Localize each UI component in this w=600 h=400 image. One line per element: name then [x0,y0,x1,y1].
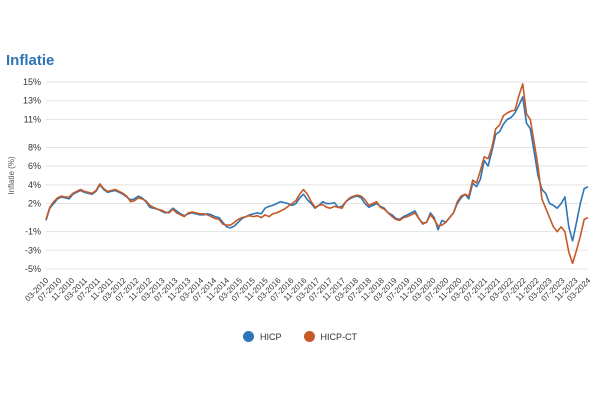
chart-legend: HICP HICP-CT [0,331,600,342]
y-tick-label: 2% [28,199,41,209]
y-tick-label: 15% [23,77,41,87]
y-tick-label: 8% [28,142,41,152]
legend-item-hicp[interactable]: HICP [242,331,282,342]
legend-label-hicp: HICP [259,331,282,342]
y-tick-label: 13% [23,96,41,106]
y-tick-label: -5% [25,264,41,274]
y-tick-label: -3% [25,245,41,255]
legend-label-hicp-ct: HICP-CT [320,331,358,342]
legend-marker-hicp-ct [303,331,315,342]
y-tick-label: -1% [25,227,41,237]
y-tick-label: 4% [28,180,41,190]
legend-marker-hicp [242,331,254,342]
y-tick-label: 6% [28,161,41,171]
y-axis-label: Inflatie (%) [7,156,16,195]
chart-title: Inflatie [6,52,55,69]
series-line-hicp-ct [45,83,589,265]
series-line-hicp [45,96,589,242]
y-tick-label: 11% [24,114,41,124]
legend-item-hicp-ct[interactable]: HICP-CT [303,331,358,342]
